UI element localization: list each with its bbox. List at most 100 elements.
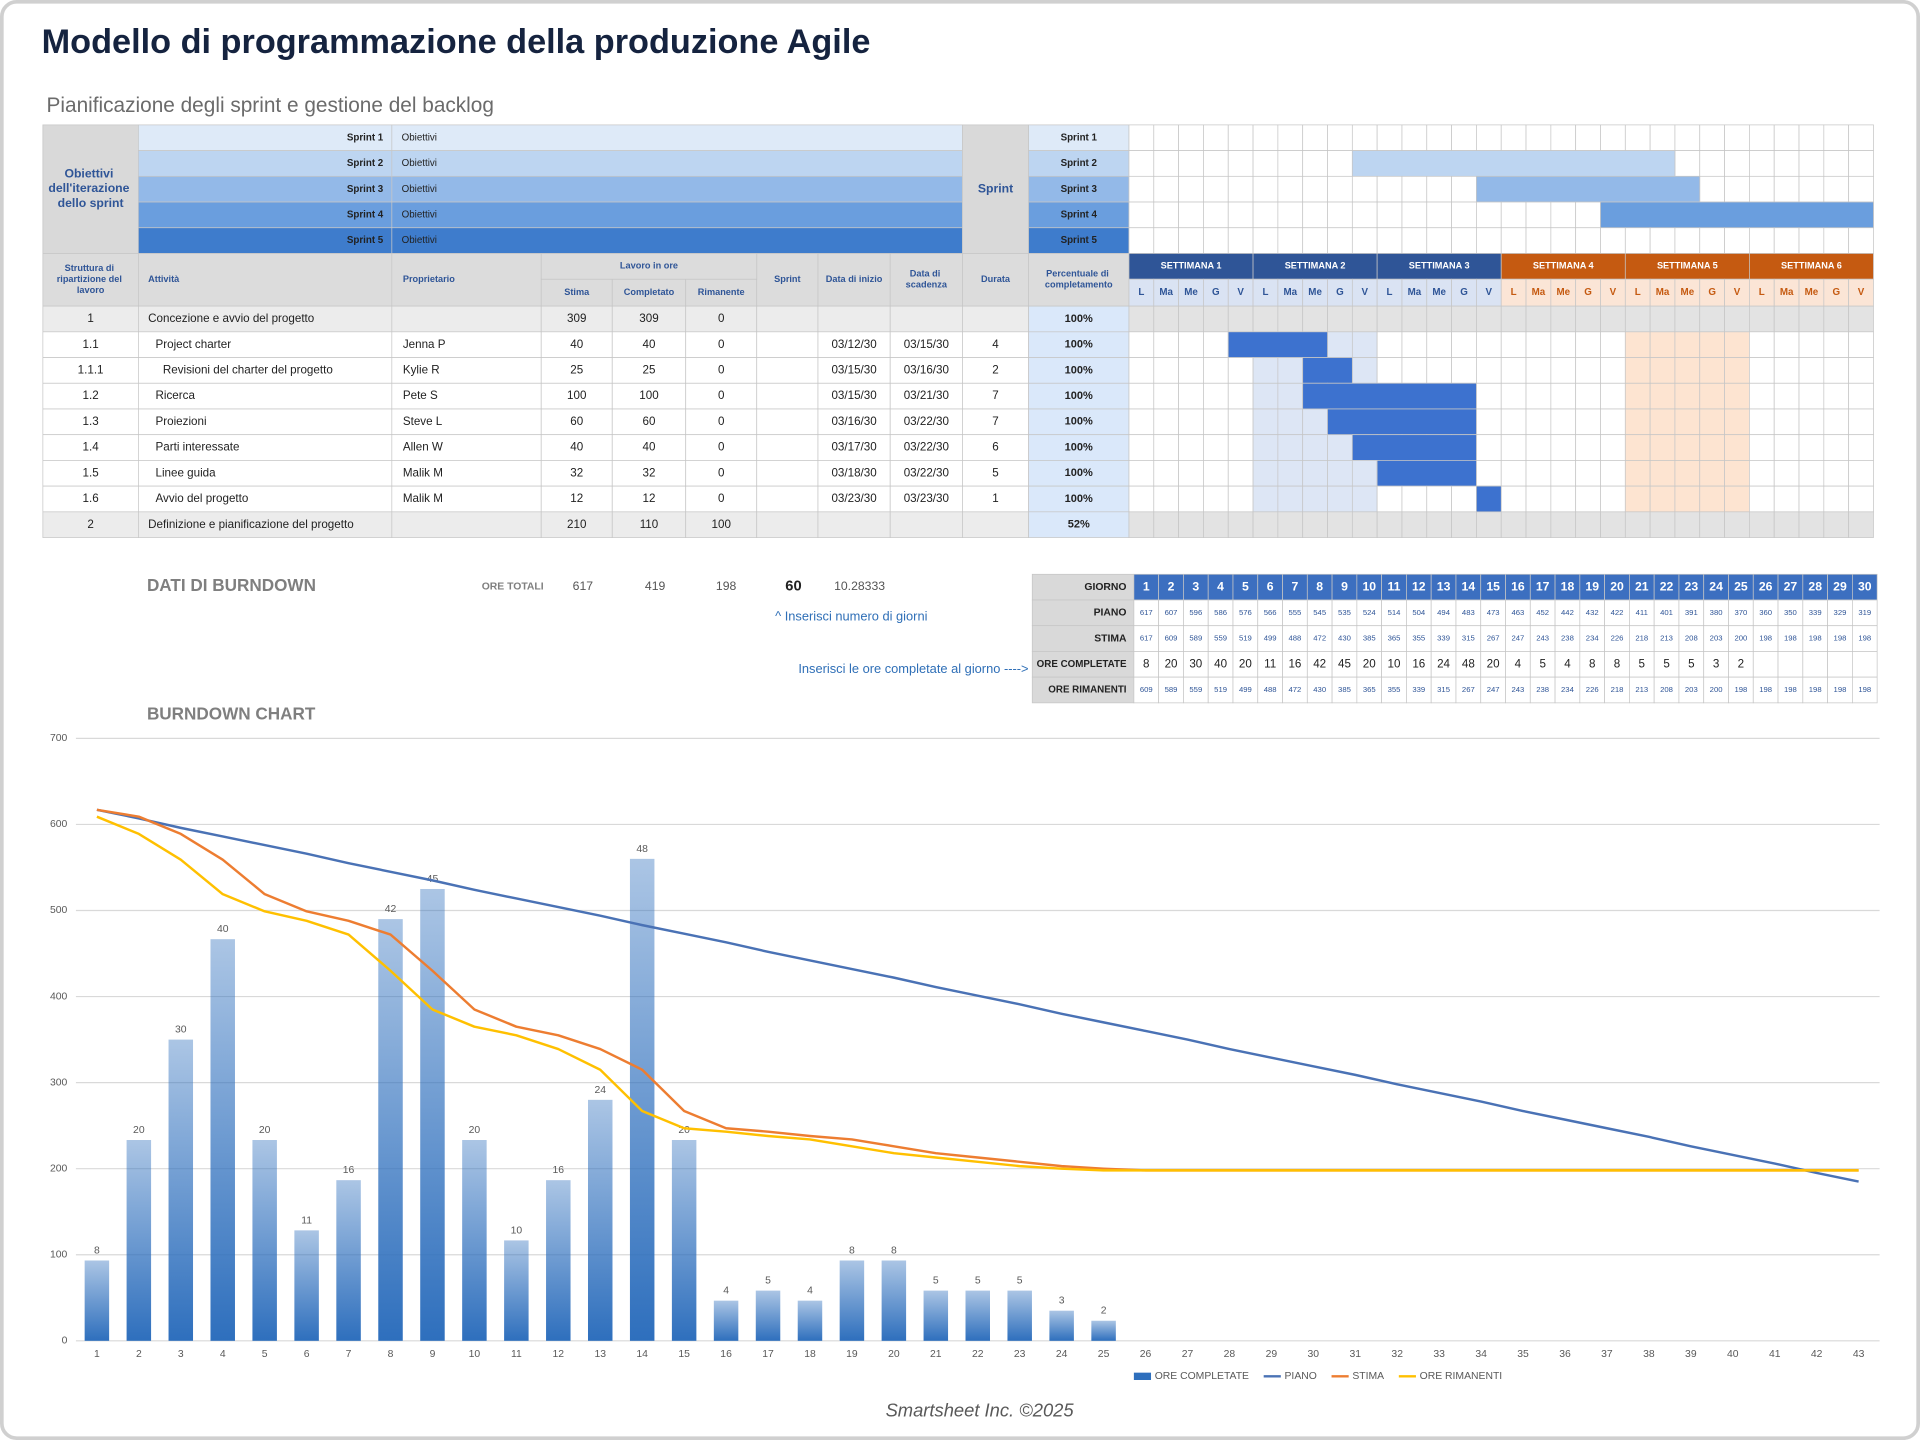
table-remaining: 0 [718,415,725,428]
data-value: 535 [1338,608,1351,617]
gantt-cell [1153,511,1179,538]
data-value: 519 [1214,685,1227,694]
cell [889,434,963,461]
table-duration: 7 [992,415,998,428]
gantt-cell [1128,357,1155,384]
data-value: 8 [1316,579,1323,593]
day-header [1277,278,1304,307]
row-label: ORE COMPLETATE [1037,659,1127,670]
gantt-cell [1649,305,1676,333]
gantt-cell [1351,201,1378,229]
table-start: 03/17/30 [831,441,877,454]
gantt-cell [1823,357,1850,384]
data-value: 238 [1561,634,1574,643]
cell [817,331,891,358]
gantt-cell [1376,227,1403,254]
day-label: Me [1681,287,1695,298]
table-remaining: 0 [718,363,725,376]
gantt-cell [1327,485,1353,513]
gantt-cell [1550,305,1577,333]
gantt-cell [1203,305,1229,333]
gantt-cell [1575,227,1601,254]
gantt-cell [1302,201,1328,229]
data-value: 355 [1412,634,1425,643]
gantt-cell [1798,485,1825,513]
gantt-cell [1550,124,1577,151]
data-cell [1356,676,1382,704]
cell [756,382,819,410]
gantt-cell [1178,175,1204,203]
day-header [1327,278,1353,307]
cell [540,485,613,513]
column-header: Struttura di ripartizione del lavoro [57,263,125,295]
data-cell [1430,573,1457,601]
day-label: Ma [1656,287,1670,298]
gantt-cell [1674,331,1701,358]
gantt-cell [1476,460,1502,487]
gantt-cell [1600,382,1626,410]
gantt-cell [1500,201,1527,229]
data-value: 609 [1140,685,1153,694]
bar [252,1140,277,1341]
data-value: 617 [1140,608,1153,617]
gantt-cell [1128,460,1155,487]
data-value: 198 [1858,685,1871,694]
gantt-cell [1600,485,1626,513]
data-cell [1703,625,1729,652]
cell [962,485,1029,513]
table-percent: 100% [1065,441,1093,453]
gantt-cell [1426,124,1452,151]
line-series [96,815,1859,1172]
data-value: 2 [1738,657,1744,670]
bar [546,1180,571,1341]
table-completed: 60 [643,415,656,428]
cell [42,357,139,384]
bar [504,1240,529,1341]
day-header [1600,278,1626,307]
hint: ^ Inserisci numero di giorni [775,609,927,624]
data-value: 452 [1536,608,1549,617]
data-cell [1232,625,1259,652]
total-value: 419 [645,579,666,593]
gantt-cell [1749,175,1775,203]
data-value: 8 [1614,657,1620,670]
data-value: 3 [1192,579,1199,593]
data-value: 329 [1834,608,1847,617]
gantt-cell [1476,382,1502,410]
x-tick-label: 4 [220,1349,226,1360]
gantt-cell [1227,460,1254,487]
gantt-cell [1848,331,1874,358]
gantt-cell [1227,408,1254,436]
gantt-cell [1128,511,1155,538]
gantt-cell [1401,124,1428,151]
gantt-cell [1600,511,1626,538]
x-tick-label: 16 [720,1349,732,1360]
gantt-cell [1178,124,1204,151]
table-task: Ricerca [156,389,196,402]
data-value: 45 [1338,657,1351,670]
data-cell [1183,676,1209,704]
data-value: 25 [1734,579,1748,593]
text-line: dello sprint [58,196,124,210]
gantt-cell [1252,434,1279,461]
data-cell [1505,625,1531,652]
data-value: 14 [1462,579,1476,593]
gantt-cell [1649,460,1676,487]
cell [685,434,758,461]
week-header [1749,253,1874,280]
gantt-cell [1203,227,1229,254]
gantt-cell [1848,511,1874,538]
gantt-cell [1227,201,1254,229]
legend-label: PIANO [1285,1371,1317,1382]
data-cell [1728,573,1754,601]
bar [210,939,235,1341]
data-value: 385 [1338,685,1351,694]
bar [755,1290,781,1341]
table-remaining: 0 [718,466,725,479]
gantt-cell [1848,150,1874,177]
data-value: 430 [1338,634,1351,643]
gantt-cell [1823,175,1850,203]
cell [611,331,687,358]
x-tick-label: 6 [304,1349,310,1360]
